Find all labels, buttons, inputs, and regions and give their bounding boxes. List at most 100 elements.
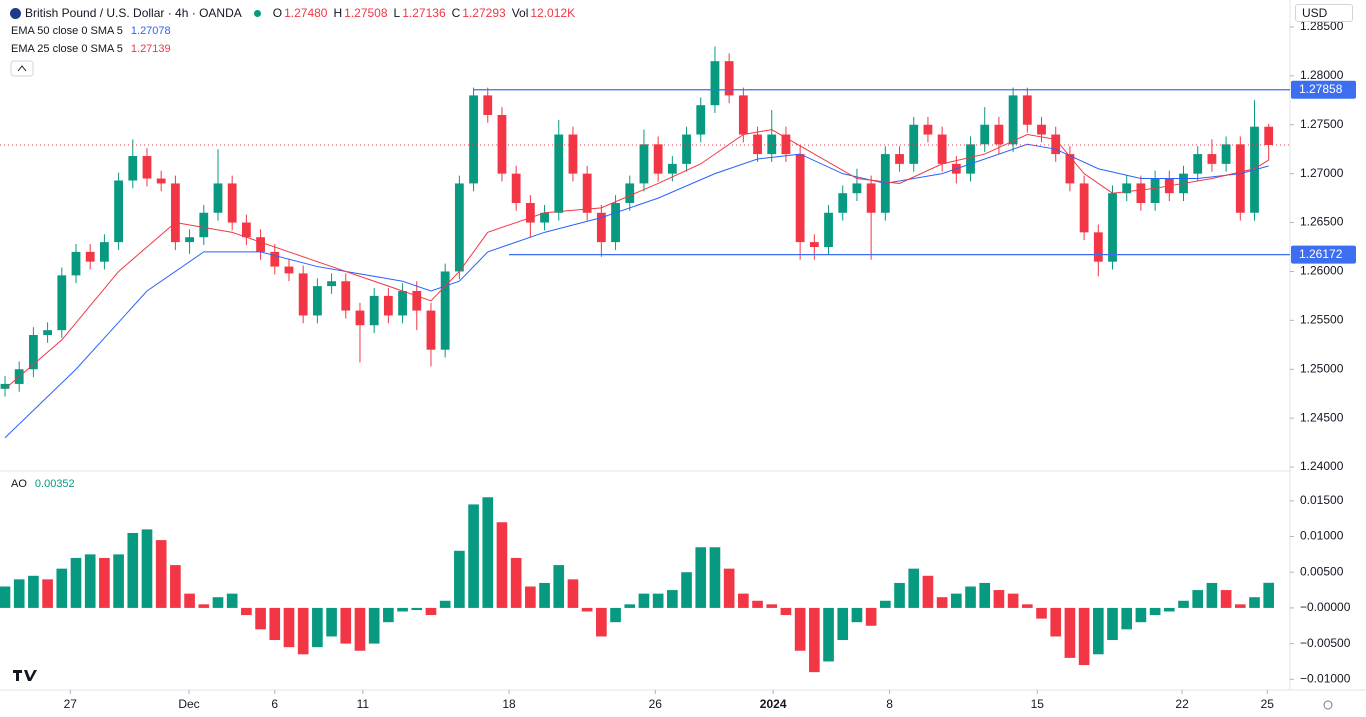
y-tick-label: 1.25500 bbox=[1300, 313, 1344, 327]
candle-body bbox=[568, 134, 578, 174]
ao-bar bbox=[141, 529, 153, 608]
candle-body bbox=[114, 180, 123, 243]
ao-bar bbox=[0, 586, 11, 608]
flag-icon bbox=[10, 7, 21, 19]
legend-name: EMA 50 close 0 SMA 5 bbox=[11, 25, 123, 37]
ao-bar bbox=[411, 607, 423, 611]
ao-bar bbox=[752, 600, 763, 608]
candle-body bbox=[1022, 95, 1032, 125]
ao-bar bbox=[198, 604, 210, 608]
y-tick-label: 1.26000 bbox=[1300, 264, 1344, 278]
ohlc-value: 1.27508 bbox=[344, 6, 388, 20]
ao-bar bbox=[865, 607, 877, 626]
ao-bar bbox=[667, 590, 678, 608]
ao-bar bbox=[340, 607, 352, 644]
market-status bbox=[253, 9, 261, 17]
x-tick-label: Dec bbox=[178, 697, 199, 711]
candle-body bbox=[753, 134, 762, 155]
ao-bar bbox=[212, 597, 224, 608]
ao-bar bbox=[454, 550, 465, 608]
candle-body bbox=[199, 212, 209, 238]
candle-body bbox=[57, 275, 67, 331]
ao-bar bbox=[766, 604, 778, 608]
candle-body bbox=[1150, 178, 1160, 203]
ao-bar bbox=[1021, 604, 1033, 608]
collapse-button[interactable] bbox=[10, 60, 34, 77]
candle-body bbox=[1136, 183, 1146, 203]
candle-body bbox=[639, 144, 649, 184]
candle-body bbox=[1008, 95, 1018, 145]
ao-bar bbox=[681, 572, 692, 608]
level-label: 1.26172 bbox=[1299, 247, 1343, 261]
candle-body bbox=[426, 310, 436, 350]
ao-bar bbox=[184, 593, 195, 608]
ao-bar bbox=[1036, 607, 1047, 619]
currency-selector[interactable]: USD bbox=[1295, 4, 1353, 22]
candle-body bbox=[1235, 144, 1245, 213]
ao-bar bbox=[496, 522, 508, 608]
x-tick-label: 2024 bbox=[760, 697, 787, 711]
candle-body bbox=[767, 134, 777, 155]
candle-body bbox=[369, 295, 379, 326]
y-tick-label: 0.01000 bbox=[1300, 529, 1344, 543]
ao-bar bbox=[581, 607, 593, 612]
candle-body bbox=[341, 281, 351, 311]
collapse-icon bbox=[17, 65, 27, 72]
ao-bar bbox=[42, 579, 53, 608]
ao-bar bbox=[1192, 590, 1204, 608]
x-tick-label: 15 bbox=[1031, 697, 1045, 711]
legend-value: 1.27139 bbox=[130, 43, 171, 55]
candle-body bbox=[1193, 154, 1203, 174]
ao-bar bbox=[482, 497, 494, 608]
ohlc-label: L bbox=[393, 6, 401, 20]
candle-body bbox=[128, 156, 138, 181]
candle-body bbox=[284, 266, 294, 274]
ao-bar bbox=[383, 607, 394, 623]
level-label-box bbox=[1291, 80, 1356, 99]
y-tick-label: 1.27000 bbox=[1300, 166, 1344, 180]
candle-body bbox=[440, 271, 450, 350]
candle-body bbox=[866, 183, 876, 213]
ao-bar bbox=[1163, 607, 1175, 612]
candle-body bbox=[653, 144, 663, 174]
x-tick-label: 11 bbox=[357, 697, 370, 711]
ao-bar bbox=[1107, 607, 1118, 641]
ohlc-value: 1.27480 bbox=[284, 6, 328, 20]
y-tick-label: 1.28500 bbox=[1300, 19, 1344, 33]
ao-bar bbox=[922, 575, 934, 608]
ao-bar bbox=[695, 547, 707, 608]
ao-bar bbox=[851, 607, 863, 623]
candle-body bbox=[1221, 144, 1231, 164]
candle-body bbox=[227, 183, 237, 223]
x-tick-label: 6 bbox=[271, 697, 278, 711]
ao-bar bbox=[84, 554, 96, 608]
ema25-legend: EMA 25 close 0 SMA 5 1.27139 bbox=[11, 43, 171, 55]
ao-bar bbox=[1050, 607, 1062, 637]
ao-bar bbox=[1064, 607, 1076, 658]
candle-body bbox=[28, 335, 38, 370]
candle-body bbox=[412, 291, 422, 311]
ohlc-value: 1.27293 bbox=[462, 6, 506, 20]
tradingview-logo bbox=[13, 670, 37, 681]
candle-body bbox=[994, 124, 1004, 145]
ao-bar bbox=[780, 607, 792, 616]
settings-icon[interactable] bbox=[1323, 700, 1333, 710]
legend-value: 0.00352 bbox=[34, 478, 75, 490]
ao-bar bbox=[510, 557, 522, 608]
level-label-box bbox=[1291, 245, 1356, 264]
ohlc-label: O bbox=[272, 6, 283, 20]
ao-bar bbox=[155, 540, 167, 608]
ao-bar bbox=[936, 597, 948, 608]
ao-bar bbox=[1234, 604, 1246, 608]
ao-bar bbox=[823, 607, 834, 662]
ao-bar bbox=[226, 593, 238, 608]
candle-body bbox=[710, 61, 720, 106]
y-tick-label: −0.00000 bbox=[1300, 600, 1351, 614]
y-tick-label: 1.25000 bbox=[1300, 361, 1344, 375]
ao-bar bbox=[837, 607, 849, 641]
ao-bar bbox=[993, 590, 1005, 608]
ao-bar bbox=[979, 582, 991, 608]
candle-body bbox=[398, 291, 407, 316]
